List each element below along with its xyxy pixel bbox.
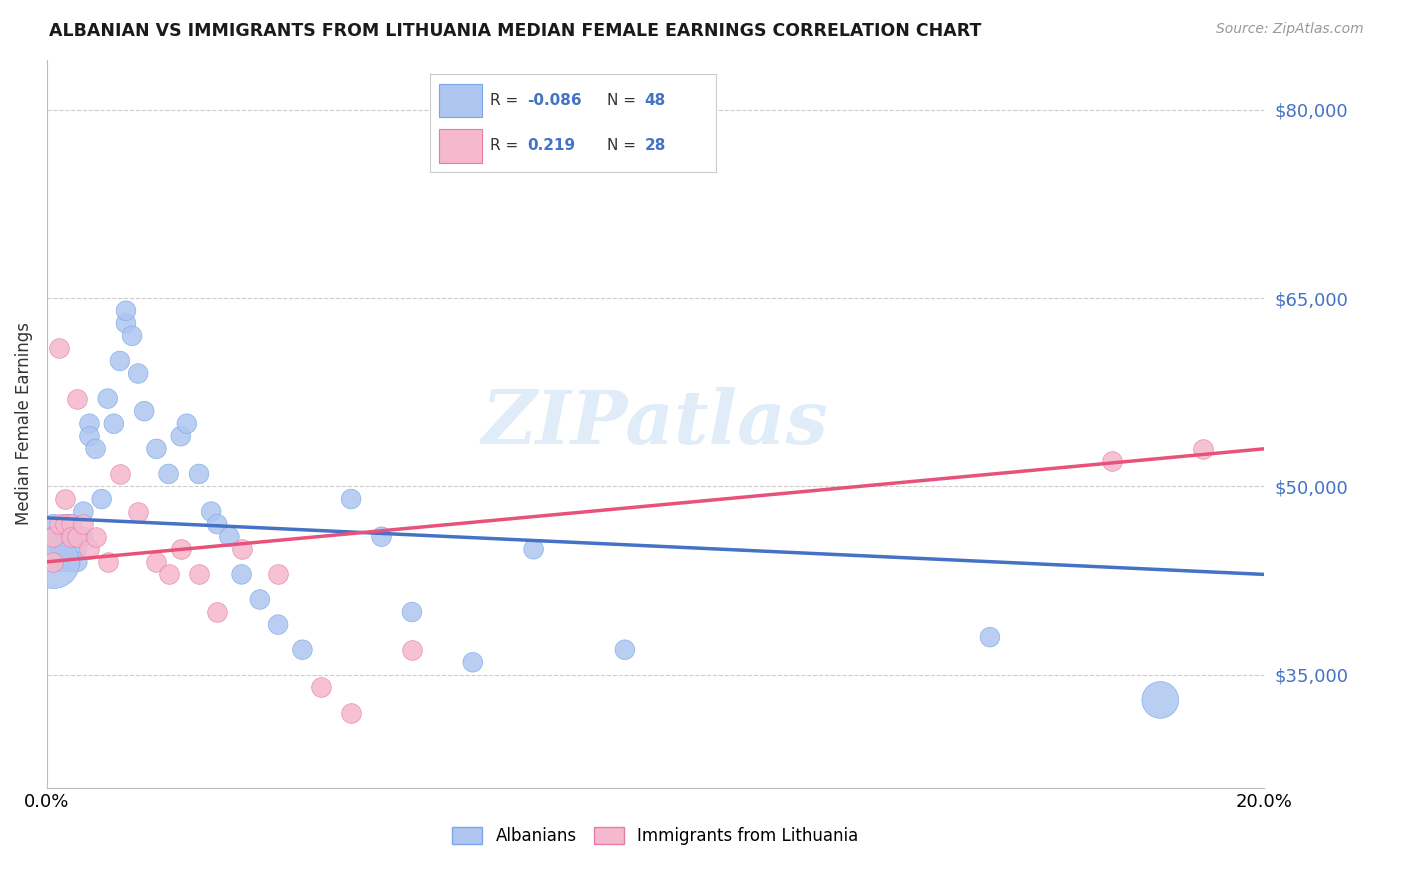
Point [48, 342, 70, 356]
Point [72, 530, 94, 544]
Point [42, 555, 65, 569]
Point [53, 517, 76, 532]
Point [66, 530, 89, 544]
Point [108, 354, 131, 368]
Point [48, 542, 70, 557]
Point [42, 530, 65, 544]
Point [309, 681, 332, 695]
Point [267, 567, 290, 582]
Point [231, 542, 253, 557]
Point [72, 517, 94, 532]
Point [157, 467, 180, 481]
Point [90, 491, 112, 506]
Point [401, 642, 423, 657]
Point [66, 555, 89, 569]
Point [48, 517, 70, 532]
Point [60, 530, 83, 544]
Point [1192, 442, 1215, 456]
Point [72, 505, 94, 519]
Point [84, 442, 107, 456]
Point [207, 605, 229, 619]
Point [66, 542, 89, 557]
Point [53, 530, 76, 544]
Point [53, 542, 76, 557]
Y-axis label: Median Female Earnings: Median Female Earnings [15, 322, 32, 525]
Point [127, 505, 149, 519]
Point [231, 567, 253, 582]
Point [97, 392, 120, 406]
Point [145, 555, 167, 569]
Point [461, 655, 484, 669]
Point [170, 542, 193, 557]
Point [218, 530, 240, 544]
Point [79, 542, 101, 557]
Point [53, 491, 76, 506]
Point [523, 542, 546, 557]
Point [207, 517, 229, 532]
Point [66, 392, 89, 406]
Point [370, 530, 392, 544]
Point [60, 517, 83, 532]
Point [115, 316, 138, 330]
Point [48, 555, 70, 569]
Legend: Albanians, Immigrants from Lithuania: Albanians, Immigrants from Lithuania [453, 827, 858, 845]
Text: ALBANIAN VS IMMIGRANTS FROM LITHUANIA MEDIAN FEMALE EARNINGS CORRELATION CHART: ALBANIAN VS IMMIGRANTS FROM LITHUANIA ME… [49, 22, 981, 40]
Point [60, 555, 83, 569]
Text: ZIPatlas: ZIPatlas [482, 387, 828, 460]
Point [291, 642, 314, 657]
Point [79, 417, 101, 431]
Text: Source: ZipAtlas.com: Source: ZipAtlas.com [1216, 22, 1364, 37]
Point [42, 517, 65, 532]
Point [176, 417, 198, 431]
Point [200, 505, 222, 519]
Point [170, 429, 193, 443]
Point [157, 567, 180, 582]
Point [66, 530, 89, 544]
Point [401, 605, 423, 619]
Point [979, 630, 1001, 644]
Point [60, 530, 83, 544]
Point [1149, 693, 1171, 707]
Point [42, 530, 65, 544]
Point [145, 442, 167, 456]
Point [267, 617, 290, 632]
Point [53, 517, 76, 532]
Point [127, 367, 149, 381]
Point [103, 417, 125, 431]
Point [108, 467, 131, 481]
Point [134, 404, 156, 418]
Point [613, 642, 636, 657]
Point [188, 467, 211, 481]
Point [53, 555, 76, 569]
Point [60, 517, 83, 532]
Point [121, 328, 143, 343]
Point [42, 555, 65, 569]
Point [340, 491, 363, 506]
Point [79, 429, 101, 443]
Point [97, 555, 120, 569]
Point [115, 303, 138, 318]
Point [340, 706, 363, 720]
Point [1101, 454, 1123, 468]
Point [188, 567, 211, 582]
Point [84, 530, 107, 544]
Point [249, 592, 271, 607]
